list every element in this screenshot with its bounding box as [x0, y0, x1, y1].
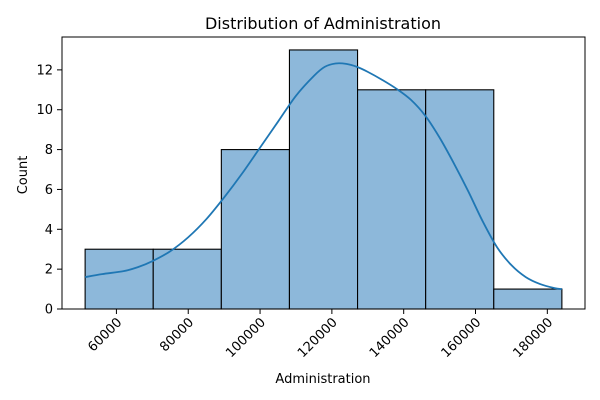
x-tick-label: 140000: [367, 315, 413, 361]
histogram-bar: [288, 49, 359, 310]
x-tick-label: 120000: [295, 315, 341, 361]
y-tick-label: 0: [45, 303, 53, 318]
x-tick-label: 80000: [157, 315, 197, 355]
histogram-bar: [493, 288, 563, 310]
x-axis-title: Administration: [275, 372, 370, 387]
y-axis-title: Count: [16, 156, 31, 195]
x-tick-label: 180000: [510, 315, 556, 361]
y-tick-label: 2: [45, 263, 53, 278]
x-tick-label: 100000: [223, 315, 269, 361]
y-tick-label: 4: [45, 223, 53, 238]
chart-title: Distribution of Administration: [205, 14, 441, 33]
x-axis-ticks: 60000 80000 100000 120000 140000 160000 180000: [85, 309, 556, 361]
x-tick-label: 60000: [85, 315, 125, 355]
histogram-bar: [425, 89, 495, 310]
y-tick-label: 8: [45, 143, 53, 158]
histogram-bars: [84, 49, 563, 310]
y-axis-ticks: 0 2 4 6 8 10 12: [36, 63, 62, 318]
histogram-bar: [84, 248, 154, 310]
kde-line: [84, 62, 562, 290]
histogram-bar: [152, 248, 222, 310]
y-tick-label: 12: [36, 63, 53, 78]
plot-frame: [61, 36, 586, 310]
y-tick-label: 10: [36, 103, 53, 118]
kde-curve-group: [84, 62, 562, 290]
y-tick-label: 6: [45, 183, 53, 198]
x-tick-label: 160000: [439, 315, 485, 361]
histogram-bar: [220, 149, 290, 310]
histogram-bar: [357, 89, 427, 310]
